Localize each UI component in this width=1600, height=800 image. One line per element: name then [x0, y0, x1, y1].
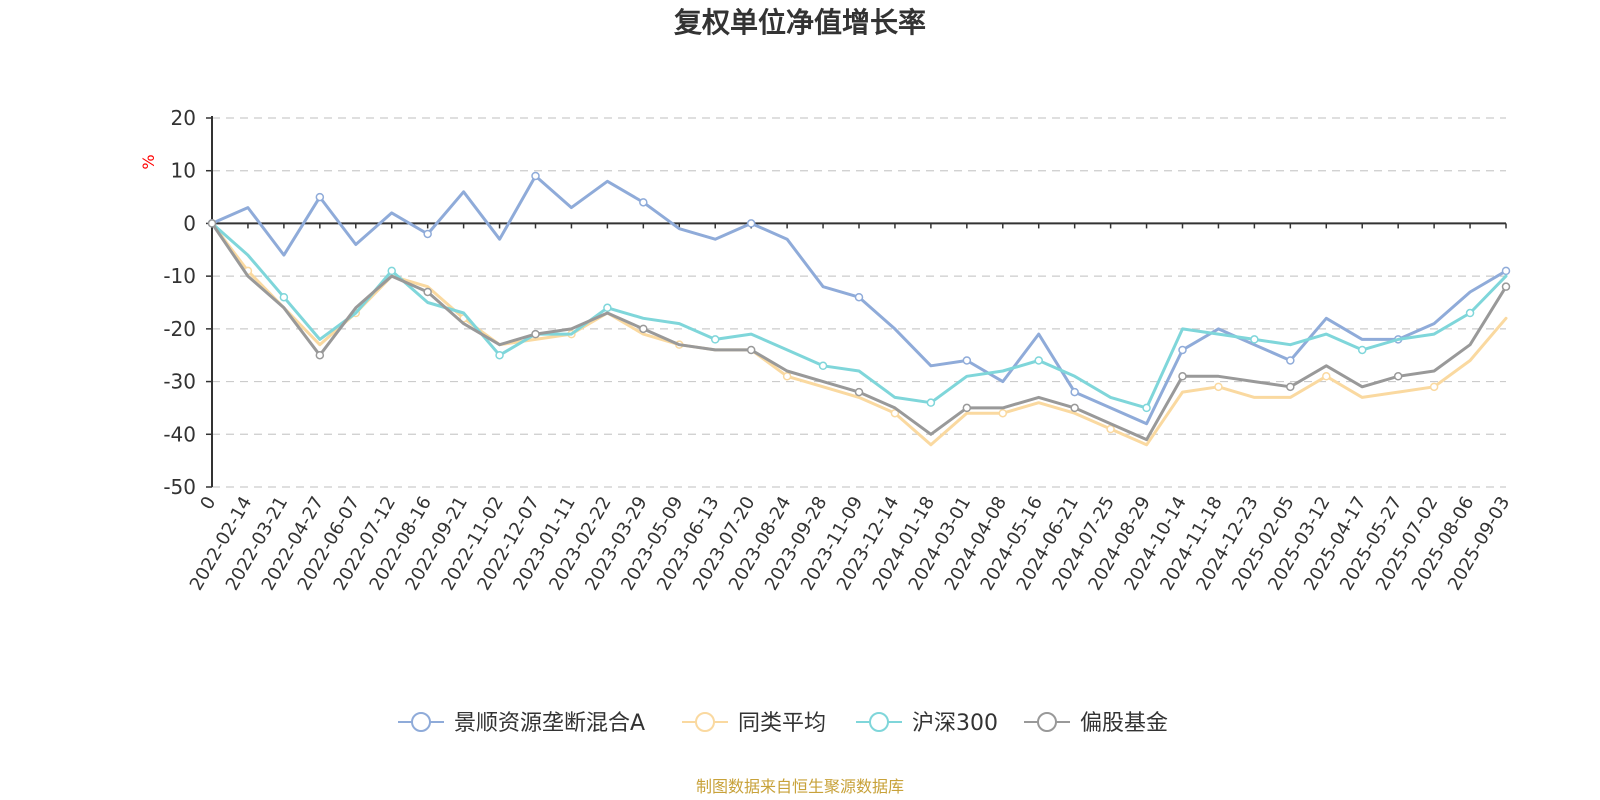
- data-point: [926, 398, 936, 407]
- data-point: [639, 198, 648, 207]
- data-point: [998, 408, 1008, 418]
- legend-circle-icon: [411, 712, 431, 732]
- series-line: [210, 221, 1508, 410]
- legend-circle-icon: [869, 712, 889, 732]
- data-point: [603, 303, 612, 313]
- data-point: [207, 219, 217, 228]
- data-point: [1142, 403, 1151, 413]
- data-point: [315, 350, 325, 360]
- data-point: [818, 361, 828, 371]
- y-axis-unit-label: %: [139, 154, 158, 169]
- data-point: [1178, 372, 1187, 381]
- series-2: [210, 221, 1508, 413]
- source-note: 制图数据来自恒生聚源数据库: [696, 777, 904, 796]
- data-point: [1034, 356, 1043, 365]
- data-point: [1393, 372, 1403, 381]
- series-1: [210, 221, 1508, 447]
- data-point: [746, 345, 756, 355]
- legend-label: 偏股基金: [1080, 711, 1168, 736]
- data-point: [710, 335, 720, 344]
- data-point: [1286, 356, 1295, 365]
- data-point: [315, 192, 325, 202]
- series-lines: [207, 171, 1511, 447]
- data-point: [1429, 382, 1439, 392]
- legend-circle-icon: [1037, 712, 1057, 732]
- legend-item[interactable]: 景顺资源垄断混合A: [398, 711, 645, 736]
- data-point: [279, 292, 289, 302]
- data-point: [962, 403, 972, 413]
- y-tick-label: 20: [171, 106, 196, 130]
- legend-label: 沪深300: [912, 711, 998, 736]
- data-point: [639, 324, 648, 334]
- data-point: [423, 229, 432, 239]
- data-point: [1250, 335, 1259, 344]
- data-point: [1501, 266, 1511, 276]
- series-line: [210, 221, 1508, 447]
- y-tick-label: 10: [171, 159, 196, 183]
- data-point: [746, 219, 756, 228]
- series-0: [207, 171, 1511, 426]
- y-tick-label: -50: [163, 475, 196, 499]
- grid-lines: [212, 117, 1506, 488]
- data-point: [1178, 345, 1187, 355]
- data-point: [1070, 387, 1079, 397]
- data-point: [1106, 424, 1115, 434]
- data-point: [423, 287, 432, 297]
- data-point: [531, 171, 540, 181]
- axes: [206, 116, 1507, 488]
- y-tick-label: -30: [163, 370, 196, 394]
- data-point: [962, 356, 972, 365]
- legend-item[interactable]: 同类平均: [682, 711, 826, 736]
- legend-circle-icon: [695, 712, 715, 732]
- data-point: [495, 350, 504, 360]
- legend-label: 景顺资源垄断混合A: [454, 711, 645, 736]
- data-point: [854, 292, 864, 302]
- y-tick-labels: 20 10 0 -10 -20 -30 -40 -50: [163, 106, 196, 499]
- legend-item[interactable]: 偏股基金: [1024, 711, 1168, 736]
- data-point: [531, 329, 540, 339]
- y-tick-label: 0: [183, 211, 196, 235]
- chart-title: 复权单位净值增长率: [674, 6, 926, 39]
- data-point: [1501, 282, 1511, 291]
- data-point: [387, 266, 396, 276]
- data-point: [782, 372, 792, 381]
- data-point: [1357, 345, 1367, 355]
- x-tick-labels: 02022-02-142022-03-212022-04-272022-06-0…: [186, 493, 1515, 594]
- data-point: [1322, 372, 1331, 381]
- data-point: [854, 387, 864, 397]
- x-tick-label: 0: [196, 493, 220, 513]
- data-point: [1214, 382, 1223, 392]
- y-tick-label: -10: [163, 264, 196, 288]
- series-3: [207, 219, 1511, 442]
- series-line: [210, 221, 1508, 442]
- y-tick-label: -20: [163, 317, 196, 341]
- data-point: [1465, 308, 1475, 318]
- data-point: [1070, 403, 1079, 413]
- legend-item[interactable]: 沪深300: [856, 711, 998, 736]
- data-point: [1286, 382, 1295, 392]
- y-tick-label: -40: [163, 422, 196, 446]
- legend-label: 同类平均: [738, 711, 826, 736]
- legend[interactable]: 景顺资源垄断混合A 同类平均 沪深300 偏股基金: [398, 711, 1168, 736]
